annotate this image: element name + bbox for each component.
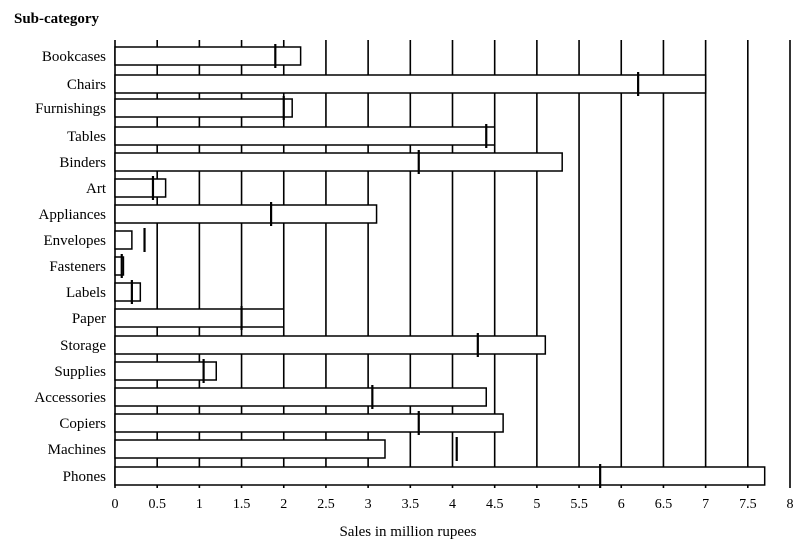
bar-7	[114, 230, 133, 250]
x-tick-label-11: 5.5	[570, 497, 588, 512]
bar-6	[114, 204, 378, 224]
category-label-3: Tables	[67, 129, 106, 145]
bar-8	[114, 256, 125, 276]
category-label-1: Chairs	[67, 77, 106, 93]
category-label-10: Paper	[72, 311, 106, 327]
category-label-16: Phones	[63, 469, 107, 485]
category-label-8: Fasteners	[49, 259, 106, 275]
bar-11	[114, 335, 547, 355]
bar-14	[114, 413, 504, 433]
category-label-0: Bookcases	[42, 49, 106, 65]
bar-13	[114, 387, 487, 407]
bar-2	[114, 98, 293, 118]
bars	[114, 46, 766, 486]
category-label-6: Appliances	[39, 207, 107, 223]
bar-1	[114, 74, 707, 94]
category-label-4: Binders	[59, 155, 106, 171]
category-label-13: Accessories	[34, 390, 106, 406]
bar-12	[114, 361, 217, 381]
bar-9	[114, 282, 142, 302]
category-label-5: Art	[86, 181, 107, 197]
bar-16	[114, 466, 766, 486]
x-tick-label-3: 1.5	[233, 497, 251, 512]
x-tick-label-9: 4.5	[486, 497, 504, 512]
x-tick-label-7: 3.5	[402, 497, 420, 512]
x-tick-label-10: 5	[533, 497, 540, 512]
bar-5	[114, 178, 167, 198]
bar-0	[114, 46, 302, 66]
bar-4	[114, 152, 563, 172]
x-tick-label-0: 0	[112, 497, 119, 512]
x-tick-label-1: 0.5	[148, 497, 166, 512]
category-labels: Bookcases Chairs Furnishings Tables Binders A…	[34, 49, 106, 485]
x-tick-label-12: 6	[618, 497, 625, 512]
category-label-9: Labels	[66, 285, 106, 301]
category-label-14: Copiers	[59, 416, 106, 432]
category-label-2: Furnishings	[35, 101, 106, 117]
category-label-15: Machines	[48, 442, 106, 458]
y-axis-title: Sub-category	[14, 11, 99, 27]
category-label-12: Supplies	[54, 364, 106, 380]
bar-15	[114, 439, 386, 459]
x-tick-label-2: 1	[196, 497, 203, 512]
x-tick-label-8: 4	[449, 497, 456, 512]
x-axis-title: Sales in million rupees	[339, 524, 476, 540]
x-tick-label-4: 2	[280, 497, 287, 512]
target-markers	[120, 44, 640, 488]
x-tick-labels: 0 0.5 1 1.5 2 2.5 3 3.5 4 4.5 5 5.5 6 6.5 7 7.5 8	[112, 497, 794, 512]
x-tick-label-16: 8	[787, 497, 794, 512]
category-label-11: Storage	[60, 338, 106, 354]
x-tick-label-6: 3	[365, 497, 372, 512]
bar-10	[114, 308, 285, 328]
x-tick-label-14: 7	[702, 497, 709, 512]
x-tick-label-13: 6.5	[655, 497, 673, 512]
x-tick-label-15: 7.5	[739, 497, 757, 512]
gridlines	[114, 40, 791, 488]
bar-3	[114, 126, 496, 146]
x-tick-label-5: 2.5	[317, 497, 335, 512]
category-label-7: Envelopes	[44, 233, 107, 249]
